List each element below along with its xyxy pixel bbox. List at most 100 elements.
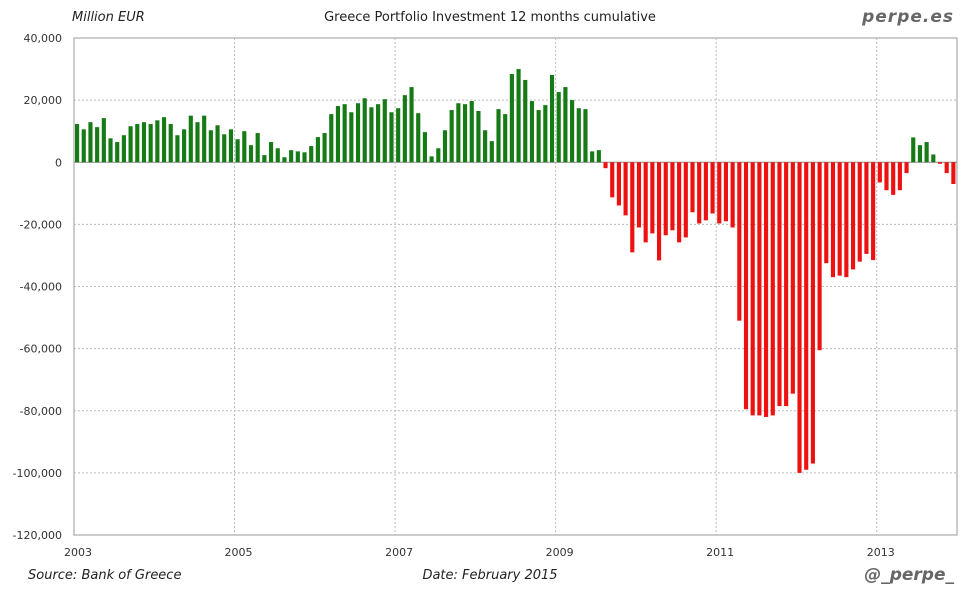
- bar: [182, 129, 187, 163]
- bar: [309, 146, 314, 163]
- bar: [931, 154, 936, 163]
- bar: [924, 142, 929, 163]
- bar: [523, 79, 528, 163]
- author-handle: @_perpe_: [864, 565, 954, 585]
- bar: [623, 162, 628, 216]
- bar: [315, 137, 320, 163]
- bar: [784, 162, 789, 407]
- bar: [202, 115, 207, 163]
- y-tick-label: -80,000: [20, 405, 62, 418]
- bar: [884, 162, 889, 191]
- y-tick-label: -100,000: [13, 467, 62, 480]
- bar: [877, 162, 882, 183]
- bar: [335, 106, 341, 163]
- bar: [101, 118, 106, 163]
- bar: [329, 114, 334, 163]
- bar: [496, 109, 501, 163]
- bar: [503, 114, 508, 163]
- bar: [389, 112, 394, 163]
- bar: [610, 162, 615, 198]
- bar: [596, 150, 601, 163]
- bar: [396, 108, 401, 163]
- bar: [483, 130, 488, 163]
- x-tick-label: 2011: [706, 546, 734, 559]
- bar: [703, 162, 708, 221]
- bar: [857, 162, 862, 262]
- bar: [369, 107, 374, 163]
- bar: [456, 103, 461, 163]
- bar: [128, 126, 133, 163]
- bar: [362, 98, 367, 163]
- bar: [188, 115, 193, 163]
- bar: [864, 162, 869, 254]
- bar: [175, 135, 180, 163]
- bar: [416, 113, 421, 163]
- bar: [489, 141, 494, 163]
- bar: [737, 162, 742, 321]
- bar: [235, 139, 240, 163]
- bar: [603, 162, 608, 169]
- bar: [750, 162, 755, 416]
- bar: [295, 151, 300, 163]
- bar: [108, 138, 113, 163]
- bar: [95, 127, 100, 163]
- bar: [556, 92, 561, 163]
- bar: [81, 129, 86, 163]
- bar: [529, 101, 535, 163]
- y-tick-label: -120,000: [13, 529, 62, 542]
- bar: [636, 162, 642, 228]
- bar: [549, 74, 555, 163]
- bar: [462, 104, 468, 163]
- bar: [590, 151, 595, 163]
- bar: [643, 162, 648, 243]
- bar: [516, 69, 521, 163]
- bar: [944, 162, 949, 174]
- bar: [663, 162, 668, 236]
- bar: [215, 125, 220, 163]
- bar: [275, 148, 280, 163]
- x-tick-label: 2009: [546, 546, 574, 559]
- bar: [248, 145, 254, 163]
- y-axis-unit: Million EUR: [72, 10, 145, 25]
- bar: [268, 142, 274, 163]
- bar: [730, 162, 735, 228]
- x-tick-label: 2003: [64, 546, 92, 559]
- bar: [810, 162, 815, 464]
- y-tick-label: 40,000: [24, 32, 63, 45]
- bar: [683, 162, 688, 238]
- bar: [770, 162, 775, 416]
- bar: [797, 162, 802, 473]
- bar: [764, 162, 769, 417]
- bar: [509, 74, 514, 163]
- bar: [844, 162, 849, 278]
- bar: [376, 104, 381, 163]
- bar: [349, 112, 354, 163]
- bar: [897, 162, 902, 191]
- bar: [717, 162, 722, 224]
- bar: [563, 87, 568, 163]
- bar: [650, 162, 655, 234]
- y-tick-label: 0: [55, 156, 62, 169]
- bar: [677, 162, 682, 243]
- x-tick-label: 2013: [867, 546, 895, 559]
- x-tick-label: 2007: [385, 546, 413, 559]
- bar: [790, 162, 795, 394]
- bar: [911, 137, 916, 163]
- bar: [670, 162, 675, 231]
- y-tick-label: -20,000: [20, 218, 62, 231]
- bar: [289, 150, 294, 163]
- bar: [228, 129, 234, 163]
- bar: [155, 120, 160, 163]
- y-tick-label: -40,000: [20, 281, 62, 294]
- bar: [148, 124, 153, 163]
- bar: [255, 133, 260, 163]
- bar: [115, 142, 120, 163]
- bar: [208, 130, 213, 163]
- bar: [75, 124, 80, 163]
- bar: [917, 145, 923, 163]
- bar: [135, 124, 140, 163]
- bar: [429, 156, 434, 163]
- bar: [242, 131, 247, 163]
- bar: [583, 109, 588, 163]
